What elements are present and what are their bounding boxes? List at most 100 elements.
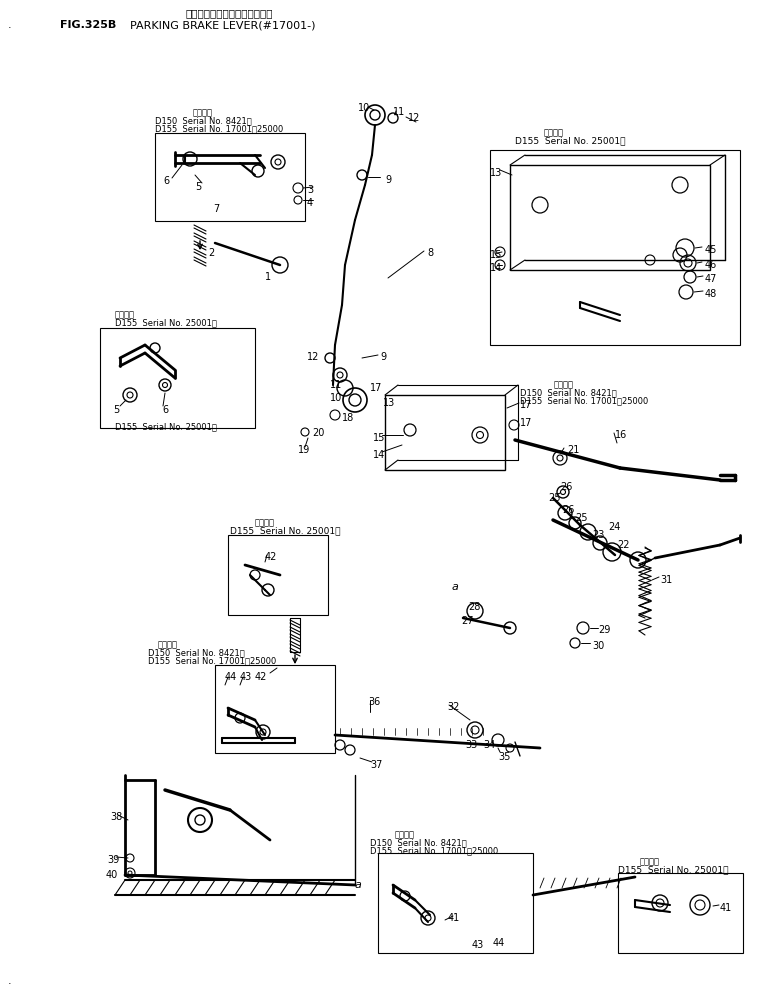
Text: 適用号機: 適用号機 [544,128,564,137]
Text: 15: 15 [490,250,502,260]
Text: D150  Serial No. 8421〜: D150 Serial No. 8421〜 [155,116,251,125]
Text: D155  Serial No. 25001〜: D155 Serial No. 25001〜 [230,526,341,535]
Text: 42: 42 [255,672,268,682]
Text: 5: 5 [113,405,120,415]
Text: 33: 33 [465,740,477,750]
Text: 43: 43 [240,672,252,682]
Text: 36: 36 [368,697,380,707]
Text: D150  Serial No. 8421〜: D150 Serial No. 8421〜 [148,648,244,657]
Text: 5: 5 [195,182,201,192]
Bar [155,133,305,221]
Text: 8: 8 [427,248,433,258]
Text: 28: 28 [468,602,480,612]
Text: 17: 17 [520,418,532,428]
Text: 46: 46 [705,260,717,270]
Text: .: . [8,976,12,986]
Text: 21: 21 [567,445,580,455]
Text: PARKING BRAKE LEVER(#17001-): PARKING BRAKE LEVER(#17001-) [130,20,316,30]
Text: 38: 38 [110,812,123,822]
Text: 15: 15 [373,433,386,443]
Text: 32: 32 [447,702,459,712]
Text: 適用号績: 適用号績 [640,857,660,866]
Text: 7: 7 [213,204,220,214]
Text: 9: 9 [380,352,386,362]
Text: 23: 23 [592,530,605,540]
Bar [228,535,328,615]
Text: 13: 13 [383,398,395,408]
Text: 9: 9 [385,175,391,185]
Text: 41: 41 [720,903,733,913]
Text: 34: 34 [483,740,495,750]
Text: 29: 29 [598,625,611,635]
Text: 30: 30 [592,641,605,651]
Text: 25: 25 [575,513,587,523]
Text: D155  Serial No. 17001〜25000: D155 Serial No. 17001〜25000 [370,846,498,855]
Text: 適用号績: 適用号績 [158,640,178,649]
Text: 19: 19 [298,445,310,455]
Text: 41: 41 [448,913,460,923]
Text: 24: 24 [608,522,620,532]
Text: 42: 42 [265,552,277,562]
Text: 44: 44 [225,672,237,682]
Text: 2: 2 [208,248,214,258]
Text: 18: 18 [342,413,355,423]
Bar [510,165,710,270]
Text: 適用号績: 適用号績 [115,310,135,319]
Text: 4: 4 [307,198,314,208]
Text: 31: 31 [660,575,672,585]
Text: 47: 47 [705,274,717,284]
Text: 1: 1 [265,272,271,282]
Text: 25: 25 [548,493,560,503]
Text: .: . [8,20,12,30]
Text: 適用号績: 適用号績 [255,518,275,527]
Text: 11: 11 [393,107,405,117]
Text: a: a [355,880,362,890]
Text: 12: 12 [408,113,421,123]
Text: 10: 10 [330,393,342,403]
Text: 13: 13 [490,168,502,178]
Text: 39: 39 [107,855,120,865]
Bar [385,395,505,470]
Text: D155  Serial No. 25001〜: D155 Serial No. 25001〜 [115,318,217,327]
Bar [215,665,335,753]
Text: FIG.325B: FIG.325B [60,20,116,30]
Text: 12: 12 [307,352,320,362]
Text: 48: 48 [705,289,717,299]
Text: 43: 43 [472,940,484,950]
Text: D155  Serial No. 25001〜: D155 Serial No. 25001〜 [618,865,729,874]
Text: 10: 10 [358,103,370,113]
Text: 26: 26 [560,482,573,492]
Text: 35: 35 [498,752,511,762]
Text: 37: 37 [370,760,383,770]
Text: 適用号機: 適用号機 [554,380,574,389]
Text: 6: 6 [163,176,169,186]
Text: 適用号績: 適用号績 [395,830,415,839]
Text: D155  Serial No. 17001〜25000: D155 Serial No. 17001〜25000 [520,396,648,405]
Text: 6: 6 [162,405,168,415]
Text: 27: 27 [461,616,473,626]
Text: 14: 14 [490,263,502,273]
Text: D150  Serial No. 8421〜: D150 Serial No. 8421〜 [370,838,466,847]
Text: 16: 16 [615,430,627,440]
Bar [378,853,533,953]
Text: a: a [452,582,459,592]
Text: 11: 11 [330,380,342,390]
Text: 17: 17 [370,383,383,393]
Text: 26: 26 [562,505,574,515]
Text: 44: 44 [493,938,505,948]
Text: D155  Serial No. 17001〜25000: D155 Serial No. 17001〜25000 [155,124,283,133]
Text: D150  Serial No. 8421〜: D150 Serial No. 8421〜 [520,388,617,397]
Text: 17: 17 [520,400,532,410]
Text: D155  Serial No. 17001〜25000: D155 Serial No. 17001〜25000 [148,656,276,665]
Text: 3: 3 [307,185,314,195]
Bar [100,328,255,428]
Text: パーキング　ブレーキ　レバー: パーキング ブレーキ レバー [185,8,272,18]
Text: 45: 45 [705,245,717,255]
Text: D155  Serial No. 25001〜: D155 Serial No. 25001〜 [515,136,625,145]
Text: 40: 40 [106,870,118,880]
Bar [618,873,743,953]
Text: 適用号績: 適用号績 [193,108,213,117]
Bar [490,150,740,345]
Text: 20: 20 [312,428,324,438]
Text: 14: 14 [373,450,385,460]
